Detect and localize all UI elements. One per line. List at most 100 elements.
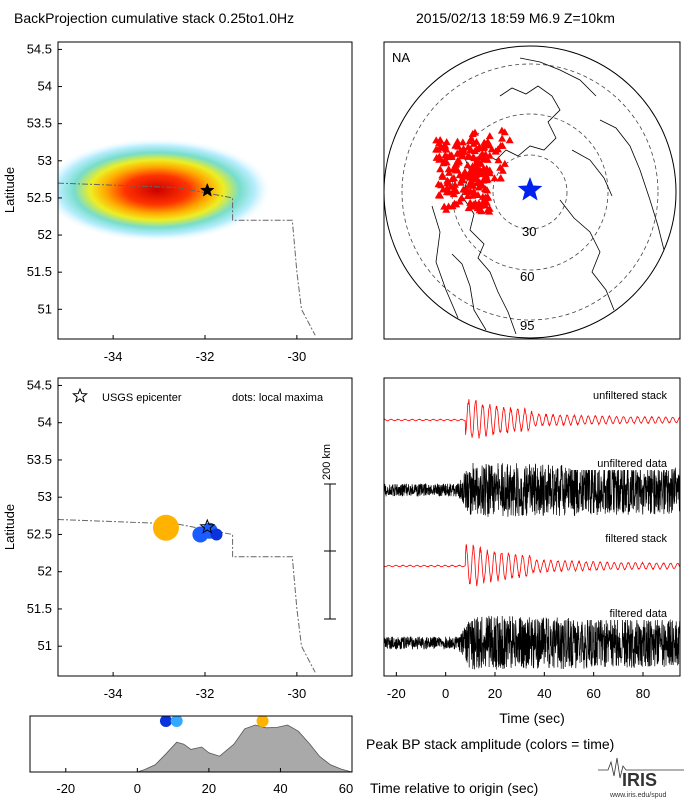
station-triangle-icon [485,169,494,177]
waveform-panel: unfiltered stack unfiltered data filtered … [383,377,681,726]
station-triangle-icon [441,144,450,152]
station-triangle-icon [444,165,453,173]
station-triangle-icon [436,154,445,162]
station-triangle-icon [455,171,464,179]
station-triangle-icon [460,167,469,175]
trace-label: filtered stack [605,533,667,545]
station-triangle-icon [474,191,482,198]
map1-ytick-label: 51 [38,301,52,316]
seismogram-logo-icon [598,757,684,779]
station-triangle-icon [451,141,460,149]
station-triangle-icon [439,159,448,167]
time-marker-dot [256,716,269,727]
x-axis-ticks: -20 0 20 40 60 80 [387,672,650,701]
time-marker-dot [159,716,172,727]
iris-logo: IRIS www.iris.edu/spud [598,757,684,799]
station-triangle-icon [448,202,457,210]
map3-ytick-label: 51.5 [27,601,52,616]
x-axis-ticks: -34 -32 -30 [104,672,306,701]
station-triangle-icon [467,134,476,142]
station-map-panel: 30 60 95 NA [383,41,681,340]
station-triangle-icon [458,152,466,160]
x-axis-label: Time (sec) [499,710,565,726]
station-triangle-icon [469,153,478,161]
map1-xtick-label: -32 [196,349,215,364]
panel-frame [29,715,353,773]
map1-ytick-label: 52 [38,227,52,242]
y-axis-label: Latitude [2,167,17,213]
station-triangle-icon [444,177,453,185]
station-triangle-icon [442,184,451,192]
station-triangle-icon [463,161,472,169]
map3-ytick-label: 54.5 [27,377,52,392]
station-markers [432,126,514,215]
trace-filtered-stack [384,544,680,587]
x-axis-ticks: -34 -32 -30 [104,335,306,364]
station-triangle-icon [483,206,492,214]
epicenter-blue-star-icon [517,177,543,201]
map1-ytick-label: 53 [38,153,52,168]
station-triangle-icon [446,182,455,190]
panel-frame [383,41,681,340]
distance-ring-95 [401,63,659,321]
station-triangle-icon [471,172,480,180]
station-triangle-icon [477,159,486,167]
map3-ytick-label: 51 [38,638,52,653]
trace-label-bg [577,531,670,545]
station-triangle-icon [463,152,472,160]
y-axis-ticks: 51 51.5 52 52.5 53 53.5 54 54.5 [27,41,62,316]
time-marker-dot [170,716,183,727]
station-triangle-icon [442,138,451,146]
trace-label-bg [571,456,670,470]
trace-unfiltered-data [384,462,680,517]
wave-xtick-label: 80 [636,686,650,701]
station-triangle-icon [471,128,479,136]
station-triangle-icon [487,145,496,153]
map1-ytick-label: 51.5 [27,264,52,279]
time-axis-label: Time relative to origin (sec) [370,780,538,796]
amplitude-area [30,724,352,772]
station-triangle-icon [498,166,507,174]
station-triangle-icon [496,174,505,182]
wave-xtick-label: 20 [488,686,502,701]
panel-frame [383,377,681,677]
amp-xtick-label: 40 [273,781,287,796]
station-triangle-icon [453,149,462,157]
station-triangle-icon [478,192,487,200]
map1-ytick-label: 53.5 [27,116,52,131]
legend-star-icon [72,387,88,403]
trace-label-bg [583,606,670,620]
ring-label-30: 30 [522,224,536,239]
station-triangle-icon [472,137,481,145]
local-maxima-panel: USGS epicenter dots: local maxima 200 km… [2,377,353,701]
epicenter-star-icon [199,182,215,197]
amp-xtick-label: 20 [202,781,216,796]
station-triangle-icon [484,140,493,148]
station-triangle-icon [498,134,507,142]
station-triangle-icon [494,156,503,164]
station-triangle-icon [453,137,462,145]
station-triangle-icon [500,159,509,167]
station-triangle-icon [435,139,443,147]
station-triangle-icon [465,181,474,189]
map3-xtick-label: -34 [104,686,123,701]
station-triangle-icon [438,171,447,179]
station-triangle-icon [466,167,475,175]
station-triangle-icon [483,186,492,194]
station-triangle-icon [485,132,494,140]
station-triangle-icon [475,178,484,186]
station-triangle-icon [450,165,459,173]
station-triangle-icon [474,158,482,165]
amp-xtick-label: 60 [339,781,353,796]
station-triangle-icon [483,155,492,163]
local-maximum-dot [152,514,179,541]
station-triangle-icon [445,152,454,160]
map3-ytick-label: 53 [38,489,52,504]
event-info: 2015/02/13 18:59 M6.9 Z=10km [416,10,615,26]
station-triangle-icon [464,143,473,151]
station-triangle-icon [457,176,466,184]
wave-xtick-label: -20 [387,686,406,701]
map1-ytick-label: 54.5 [27,41,52,56]
local-maxima-dots [152,514,223,543]
